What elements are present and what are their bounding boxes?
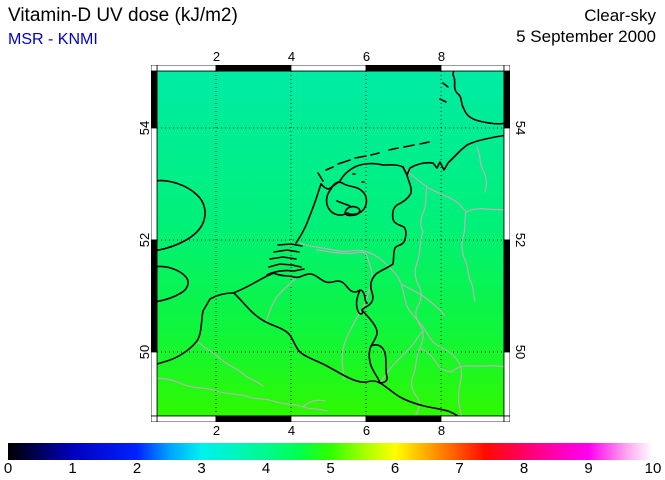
lat-tick-left: 52 xyxy=(137,232,152,248)
lat-tick-right: 52 xyxy=(513,232,528,248)
lat-tick-right: 54 xyxy=(513,120,528,136)
colorbar-tick-label: 3 xyxy=(197,460,206,477)
colorbar-tick-label: 5 xyxy=(326,460,335,477)
map-frame xyxy=(151,65,510,422)
border-luxembourg xyxy=(361,309,388,384)
colorbar-tick-label: 4 xyxy=(261,460,271,477)
lon-tick-bottom: 6 xyxy=(362,423,371,438)
color-scale-bar xyxy=(8,443,653,460)
map-panel xyxy=(151,65,510,422)
date-label: 5 September 2000 xyxy=(516,27,656,46)
colorbar-tick-label: 8 xyxy=(519,460,529,477)
rivers-admin-borders xyxy=(157,146,504,416)
ijsselmeer xyxy=(325,181,368,217)
colorbar-tick-label: 1 xyxy=(68,460,77,477)
header-right: Clear-sky 5 September 2000 xyxy=(516,5,656,47)
lon-tick-top: 2 xyxy=(212,49,221,64)
colorbar-tick-label: 9 xyxy=(584,460,593,477)
lon-tick-bottom: 2 xyxy=(212,423,221,438)
coast-zeeland-delta xyxy=(266,243,305,276)
colorbar-tick-label: 6 xyxy=(390,460,400,477)
coast-elbe-denmark xyxy=(452,71,504,125)
uv-field xyxy=(156,70,505,417)
colorbar-tick-label: 10 xyxy=(644,460,662,477)
coast-wadden-german-bight xyxy=(320,134,504,190)
lat-tick-left: 50 xyxy=(137,344,152,360)
colorbar-tick-label: 7 xyxy=(455,460,464,477)
page-title: Vitamin-D UV dose (kJ/m2) xyxy=(8,5,238,26)
coast-england-eastanglia xyxy=(157,179,206,252)
lon-tick-bottom: 4 xyxy=(287,423,296,438)
lon-tick-top: 6 xyxy=(362,49,371,64)
lat-tick-right: 50 xyxy=(513,344,528,360)
colorbar-tick-label: 0 xyxy=(3,460,13,477)
lat-tick-left: 54 xyxy=(137,120,152,136)
colorbar-tick-label: 2 xyxy=(132,460,142,477)
lon-tick-top: 8 xyxy=(437,49,446,64)
border-be-nl xyxy=(273,272,368,315)
lon-tick-bottom: 8 xyxy=(437,423,446,438)
coast-france-belgium xyxy=(157,272,275,365)
coast-england-kent xyxy=(157,265,189,303)
coastlines-borders xyxy=(157,71,504,416)
condition-label: Clear-sky xyxy=(584,6,656,25)
source-label: MSR - KNMI xyxy=(8,31,98,48)
border-nl-de xyxy=(361,166,412,311)
wadden-islands xyxy=(317,82,449,183)
coast-holland xyxy=(295,183,322,244)
border-be-fr-de xyxy=(233,292,460,416)
lon-tick-top: 4 xyxy=(287,49,296,64)
